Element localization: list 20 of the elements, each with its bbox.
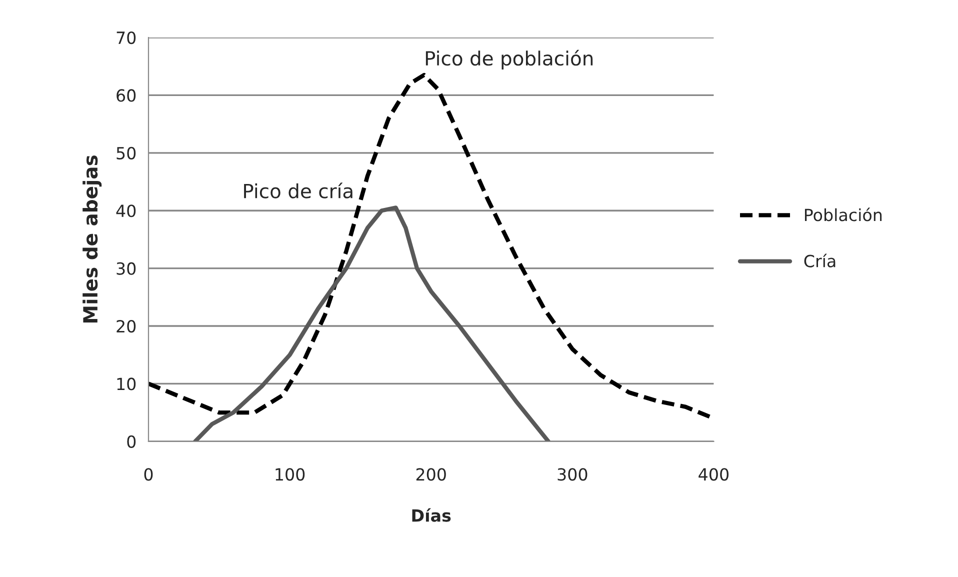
y-tick-label: 70 — [116, 31, 136, 44]
x-axis-title: Días — [412, 508, 451, 522]
line-series — [193, 206, 550, 442]
x-tick-label: 400 — [698, 468, 729, 481]
y-tick-label: 60 — [116, 89, 136, 102]
y-tick-label: 40 — [116, 204, 136, 218]
y-tick-label: 0 — [127, 435, 136, 448]
x-tick-label: 200 — [416, 468, 446, 481]
y-tick-label: 50 — [116, 146, 136, 160]
x-tick-label: 300 — [558, 468, 588, 481]
y-axis-title: Miles de abejas — [82, 156, 102, 323]
y-tick-label: 20 — [116, 320, 136, 333]
legend-label: Población — [804, 208, 882, 222]
y-tick-label: 10 — [117, 378, 136, 390]
annotation: Pico de población — [426, 50, 593, 70]
y-tick-label: 30 — [116, 262, 136, 275]
x-tick-label: 100 — [276, 468, 305, 481]
annotation: Pico de cría — [244, 182, 352, 198]
legend-label: Cría — [804, 254, 836, 268]
x-tick-label: 0 — [144, 468, 153, 481]
